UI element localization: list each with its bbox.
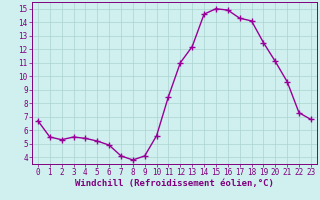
X-axis label: Windchill (Refroidissement éolien,°C): Windchill (Refroidissement éolien,°C) xyxy=(75,179,274,188)
